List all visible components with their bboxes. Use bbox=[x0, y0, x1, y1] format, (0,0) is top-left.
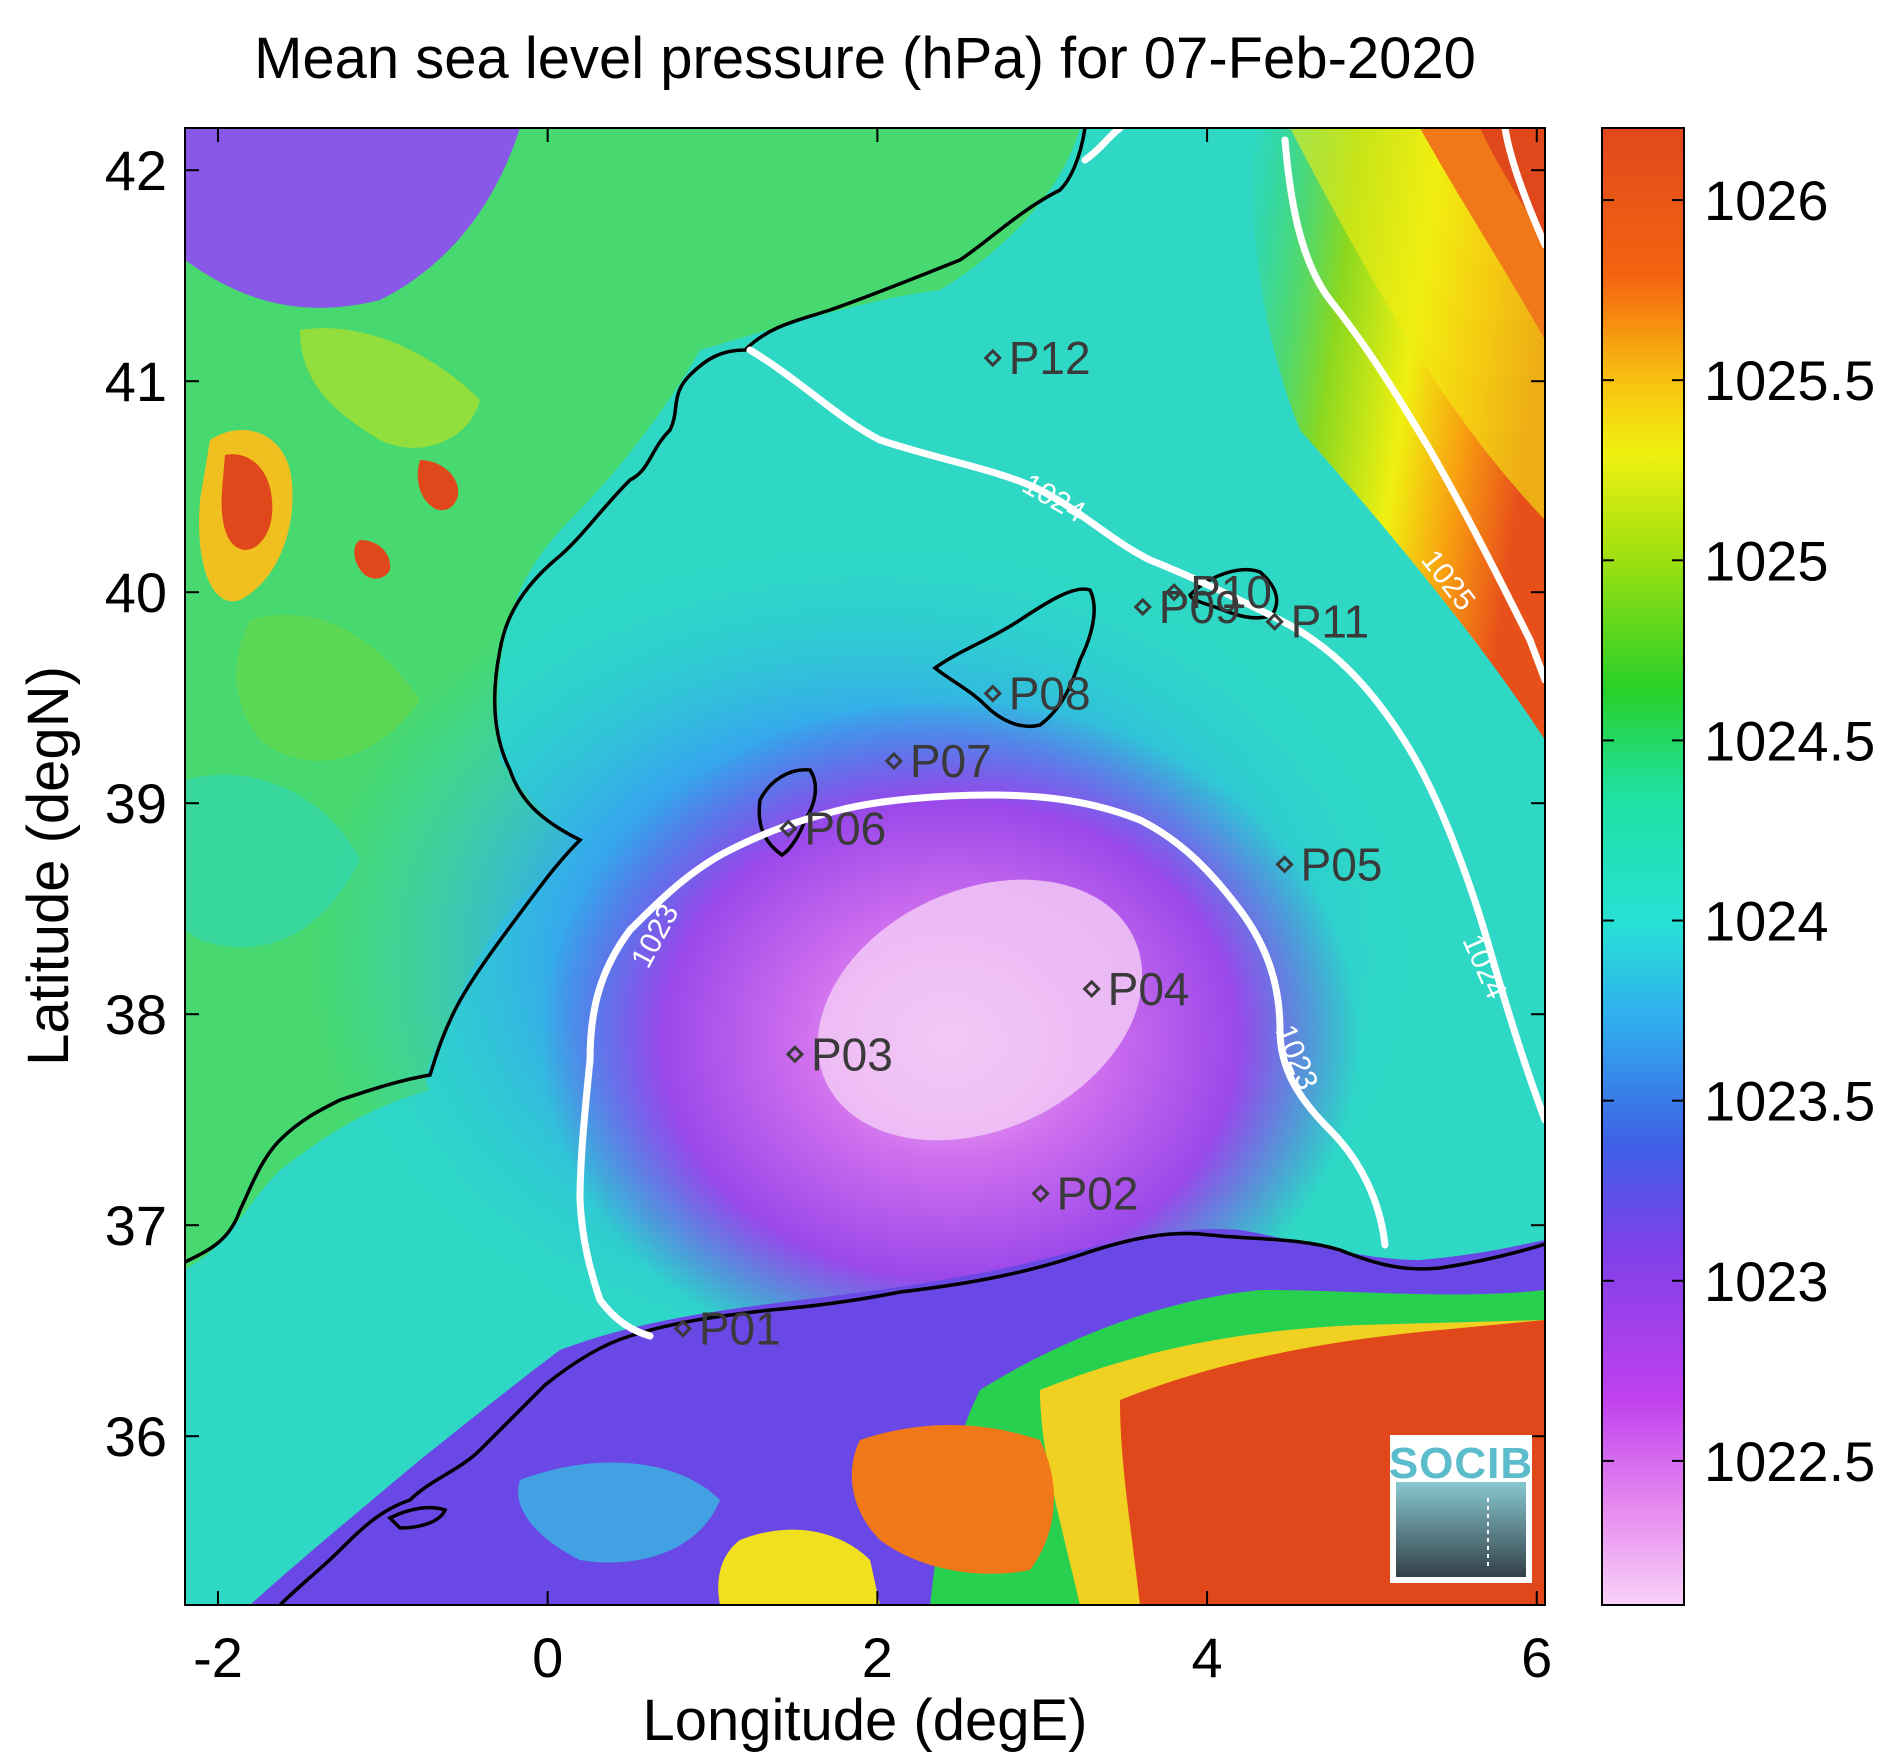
colorbar-tick-label: 1023.5 bbox=[1704, 1070, 1875, 1133]
colorbar-ticks: 1022.5 1023 1023.5 1024 1024.5 1025 1025.5 1026 bbox=[1602, 169, 1875, 1493]
x-tick-label: 6 bbox=[1521, 1626, 1552, 1689]
logo-text: SOCIB bbox=[1389, 1439, 1533, 1488]
station-label: P02 bbox=[1057, 1168, 1139, 1220]
station-label: P06 bbox=[804, 803, 886, 855]
station-marker bbox=[1031, 1184, 1050, 1203]
station-marker bbox=[1164, 583, 1184, 602]
y-tick-label: 42 bbox=[105, 139, 167, 202]
station-label: P09 bbox=[1159, 581, 1241, 633]
colorbar-tick-label: 1025 bbox=[1704, 529, 1829, 592]
station-label: P05 bbox=[1301, 838, 1383, 890]
station-marker bbox=[1275, 855, 1294, 874]
station-marker bbox=[779, 819, 798, 838]
socib-logo-icon: SOCIB bbox=[1389, 1435, 1533, 1583]
station-label: P07 bbox=[910, 735, 992, 787]
station-label: P10 bbox=[1190, 566, 1272, 618]
map-title: Mean sea level pressure (hPa) for 07-Feb… bbox=[254, 26, 1476, 91]
station-label: P12 bbox=[1009, 332, 1091, 384]
x-tick-label: 0 bbox=[532, 1626, 563, 1689]
colorbar-tick-label: 1026 bbox=[1704, 169, 1829, 232]
y-tick-label: 39 bbox=[105, 772, 167, 835]
station-label: P03 bbox=[811, 1028, 893, 1080]
x-tick-label: 2 bbox=[862, 1626, 893, 1689]
y-tick-label: 41 bbox=[105, 350, 167, 413]
station-marker bbox=[884, 751, 903, 771]
station-marker bbox=[1265, 612, 1284, 631]
station-marker bbox=[1082, 979, 1101, 999]
station-label: P11 bbox=[1291, 596, 1369, 648]
colorbar-tick-label: 1022.5 bbox=[1704, 1430, 1875, 1493]
x-tick-label: -2 bbox=[193, 1626, 243, 1689]
pressure-field: 1023 1023 1024 1024 1025 P01P02P03P04P05… bbox=[185, 128, 1545, 1605]
x-axis-label: Longitude (degE) bbox=[643, 1688, 1088, 1753]
plot-frame bbox=[184, 127, 1546, 1606]
station-label: P01 bbox=[699, 1303, 781, 1355]
station-label: P04 bbox=[1108, 963, 1190, 1015]
station-label: P08 bbox=[1009, 667, 1091, 719]
y-tick-label: 38 bbox=[105, 983, 167, 1046]
colorbar-tick-label: 1023 bbox=[1704, 1250, 1829, 1313]
colorbar-tick-label: 1024.5 bbox=[1704, 709, 1875, 772]
y-tick-label: 36 bbox=[105, 1405, 167, 1468]
station-marker bbox=[983, 348, 1002, 368]
station-marker bbox=[983, 684, 1002, 703]
y-axis-ticks: 36 37 38 39 40 41 42 bbox=[105, 139, 1545, 1468]
isobar-contours bbox=[576, 128, 1545, 1340]
y-tick-label: 40 bbox=[105, 561, 167, 624]
y-tick-label: 37 bbox=[105, 1194, 167, 1257]
station-marker bbox=[785, 1045, 805, 1064]
x-axis-ticks: -2 0 2 4 6 bbox=[193, 128, 1552, 1689]
colorbar-tick-label: 1025.5 bbox=[1704, 349, 1875, 412]
station-marker bbox=[1133, 597, 1152, 617]
x-tick-label: 4 bbox=[1191, 1626, 1222, 1689]
station-marker bbox=[673, 1319, 692, 1338]
colorbar-gradient bbox=[1601, 127, 1685, 1606]
colorbar: 1022.5 1023 1023.5 1024 1024.5 1025 1025.5 1026 bbox=[1601, 127, 1875, 1606]
colorbar-tick-label: 1024 bbox=[1704, 890, 1829, 953]
y-axis-label: Latitude (degN) bbox=[16, 666, 81, 1066]
